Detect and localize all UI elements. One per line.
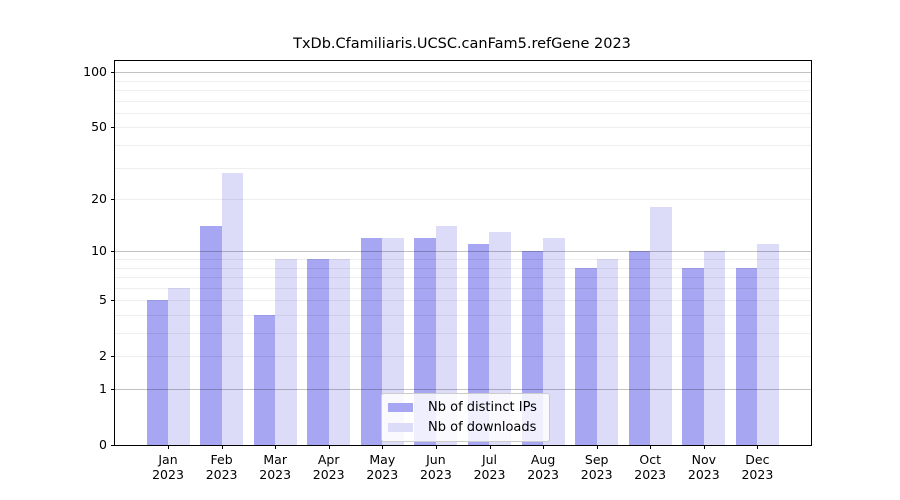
bar-downloads (596, 259, 619, 445)
y-tick-label: 0 (99, 436, 107, 452)
y-tick-mark (111, 127, 115, 129)
y-tick-mark (111, 72, 115, 74)
gridline (115, 145, 811, 146)
x-tick-label: Jun 2023 (419, 452, 452, 482)
bar-downloads (703, 251, 726, 445)
bar-distinct-ips (253, 315, 276, 445)
gridline (115, 90, 811, 91)
legend-label-distinct-ips: Nb of distinct IPs (428, 400, 537, 415)
bar-distinct-ips (628, 251, 651, 445)
x-tick-mark (650, 445, 652, 449)
bar-downloads (275, 259, 297, 445)
y-tick-label: 50 (91, 119, 107, 135)
bar-distinct-ips (682, 267, 704, 445)
x-tick-mark (543, 445, 545, 449)
bar-distinct-ips (735, 267, 758, 445)
legend-swatch-distinct-ips (388, 403, 413, 412)
y-tick-label: 20 (91, 190, 107, 206)
bar-distinct-ips (200, 226, 222, 445)
legend-swatch-downloads (388, 423, 413, 432)
x-tick-mark (489, 445, 491, 449)
bar-downloads (435, 226, 458, 445)
x-tick-label: May 2023 (366, 452, 399, 482)
bar-downloads (757, 244, 779, 445)
bar-downloads (650, 207, 672, 445)
gridline (115, 127, 811, 129)
y-tick-label: 100 (83, 63, 107, 79)
y-tick-mark (111, 199, 115, 201)
y-tick-label: 2 (99, 348, 107, 364)
x-tick-label: Oct 2023 (634, 452, 667, 482)
y-tick-label: 1 (99, 380, 107, 396)
x-tick-mark (435, 445, 437, 449)
bar-distinct-ips (307, 259, 329, 445)
legend-item-distinct-ips: Nb of distinct IPs (388, 399, 537, 416)
y-tick-mark (111, 445, 115, 446)
gridline (115, 167, 811, 169)
y-tick-mark (111, 300, 115, 302)
x-tick-mark (275, 445, 277, 449)
x-tick-label: Aug 2023 (527, 452, 559, 482)
bar-downloads (328, 259, 351, 445)
x-tick-label: Jan 2023 (152, 452, 184, 482)
bar-downloads (221, 173, 244, 445)
y-tick-label: 5 (99, 292, 107, 308)
gridline (115, 80, 811, 82)
legend-item-downloads: Nb of downloads (388, 419, 537, 436)
x-tick-label: Dec 2023 (741, 452, 774, 482)
bar-distinct-ips (575, 267, 597, 445)
gridline (115, 199, 811, 201)
x-tick-mark (221, 445, 223, 449)
legend-label-downloads: Nb of downloads (428, 420, 537, 435)
x-tick-mark (596, 445, 598, 449)
gridline (115, 112, 811, 114)
x-tick-label: Mar 2023 (259, 452, 292, 482)
bar-distinct-ips (360, 237, 383, 445)
y-tick-mark (111, 356, 115, 358)
plot-area: Nb of distinct IPs Nb of downloads 0 1 2 5 1… (83, 60, 812, 482)
bar-distinct-ips (146, 300, 168, 445)
gridline (115, 100, 811, 102)
x-tick-mark (328, 445, 330, 449)
gridline (115, 72, 811, 74)
y-tick-mark (111, 389, 115, 390)
x-tick-label: Apr 2023 (312, 452, 345, 482)
x-tick-label: Jul 2023 (473, 452, 506, 482)
x-tick-label: Feb 2023 (205, 452, 238, 482)
x-tick-label: Sep 2023 (580, 452, 613, 482)
bar-downloads (168, 287, 190, 445)
legend: Nb of distinct IPs Nb of downloads (381, 393, 550, 442)
bar-downloads (489, 231, 511, 445)
x-tick-mark (703, 445, 705, 449)
y-tick-label: 10 (91, 243, 107, 259)
x-tick-mark (757, 445, 759, 449)
x-tick-mark (168, 445, 169, 449)
y-tick-mark (111, 251, 115, 253)
x-tick-mark (382, 445, 384, 449)
chart-title: TxDb.Cfamiliaris.UCSC.canFam5.refGene 20… (293, 36, 631, 52)
x-tick-label: Nov 2023 (687, 452, 720, 482)
